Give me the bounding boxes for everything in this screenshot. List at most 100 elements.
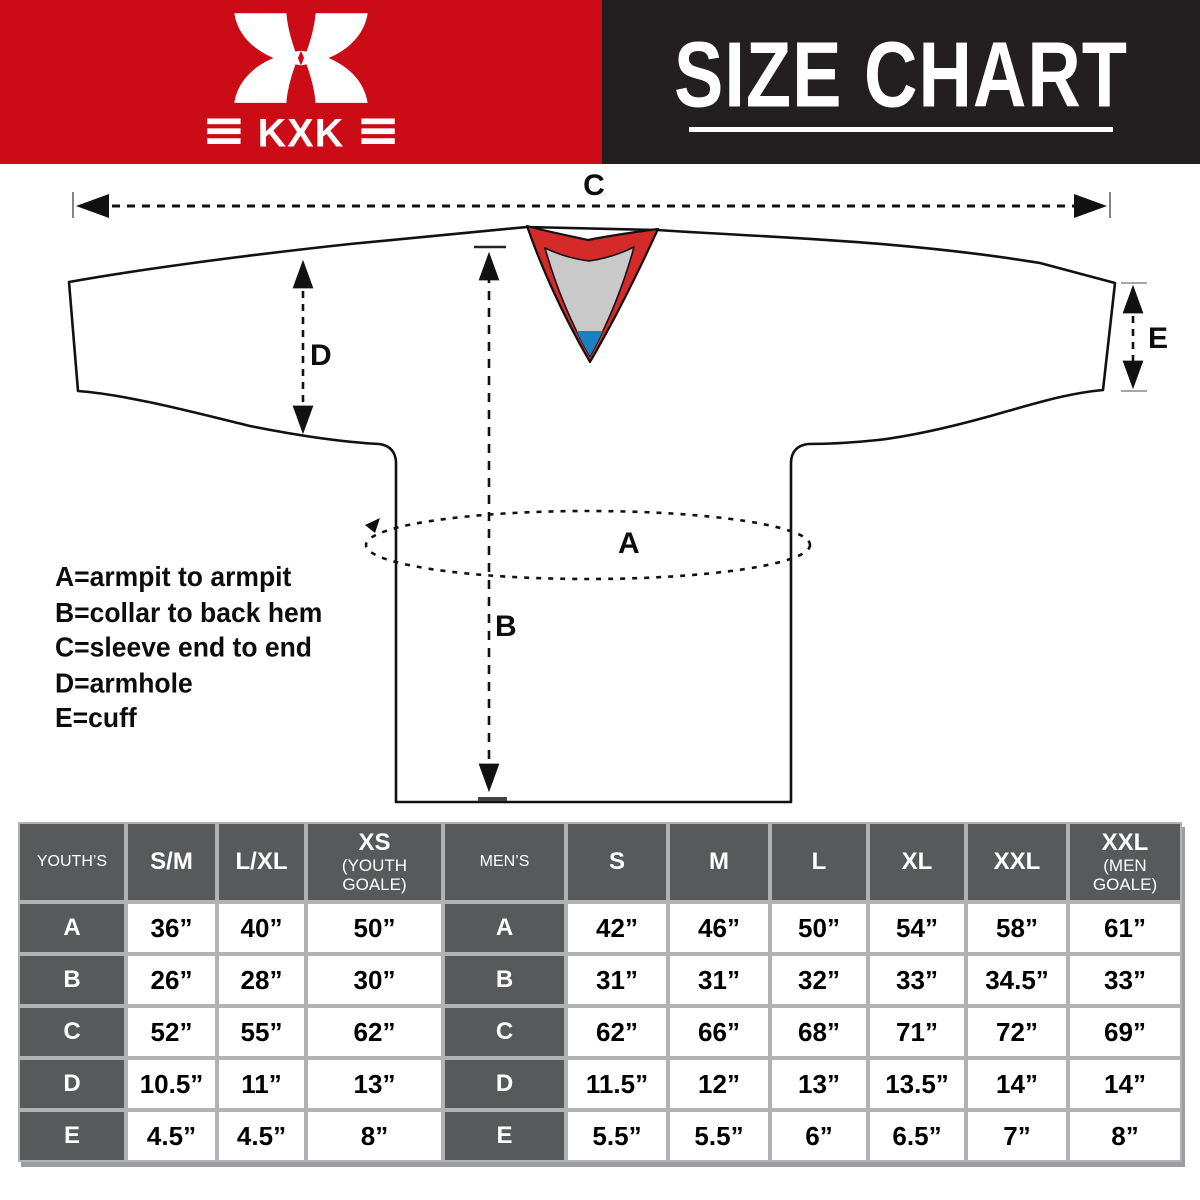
size-header-label: XL (901, 848, 933, 875)
measurement-legend: A=armpit to armpit B=collar to back hem … (55, 560, 322, 736)
legend-line-d: D=armhole (55, 666, 193, 699)
men-size-value: 54” (870, 904, 964, 952)
legend-line-c: C=sleeve end to end (55, 631, 312, 663)
men-size-value: 12” (670, 1060, 768, 1108)
logo-wordmark: KXK (258, 112, 345, 155)
men-size-header: XXL (968, 824, 1066, 900)
youth-row-label: C (20, 1008, 124, 1056)
youth-size-value: 40” (219, 904, 304, 952)
men-size-value: 69” (1070, 1008, 1180, 1056)
measure-label-a: A (618, 527, 640, 560)
size-header-label: S (608, 848, 625, 875)
men-size-value: 71” (870, 1008, 964, 1056)
men-size-value: 5.5” (568, 1112, 666, 1160)
measure-label-c: C (583, 169, 605, 202)
youth-row-label: D (20, 1060, 124, 1108)
youth-size-value: 50” (308, 904, 441, 952)
measure-label-d: D (310, 339, 332, 372)
youth-size-value: 26” (128, 956, 215, 1004)
men-row-label: B (445, 956, 564, 1004)
men-size-value: 33” (1070, 956, 1180, 1004)
men-size-value: 14” (1070, 1060, 1180, 1108)
youth-size-value: 10.5” (128, 1060, 215, 1108)
men-size-value: 50” (772, 904, 866, 952)
title-underline (689, 127, 1113, 132)
men-size-value: 5.5” (670, 1112, 768, 1160)
header-banner: KXK SIZE CHART (0, 0, 1200, 164)
youth-size-value: 28” (219, 956, 304, 1004)
size-header-label: M (709, 848, 729, 875)
youth-size-value: 11” (219, 1060, 304, 1108)
men-size-value: 32” (772, 956, 866, 1004)
men-row-label: A (445, 904, 564, 952)
men-size-value: 34.5” (968, 956, 1066, 1004)
size-header-label: XXL (1101, 829, 1149, 856)
youth-size-value: 30” (308, 956, 441, 1004)
men-size-value: 61” (1070, 904, 1180, 952)
measure-arrow-e: E (1121, 282, 1168, 392)
youth-size-header: XS (YOUTH GOALE) (308, 824, 441, 900)
youth-size-value: 36” (128, 904, 215, 952)
size-header-label: L/XL (235, 848, 288, 875)
logo-bars-left (207, 118, 241, 144)
measure-label-b: B (495, 610, 517, 643)
men-size-value: 66” (670, 1008, 768, 1056)
men-row-label: E (445, 1112, 564, 1160)
youth-size-value: 55” (219, 1008, 304, 1056)
jersey-measurement-diagram: C D B A (0, 164, 1200, 822)
men-size-value: 72” (968, 1008, 1066, 1056)
men-size-value: 14” (968, 1060, 1066, 1108)
legend-line-b: B=collar to back hem (55, 596, 323, 628)
men-size-value: 8” (1070, 1112, 1180, 1160)
measure-arrow-d: D (292, 259, 332, 435)
men-row-label: C (445, 1008, 564, 1056)
kxk-x-logo: KXK (207, 13, 395, 155)
youth-size-value: 62” (308, 1008, 441, 1056)
measure-label-e: E (1148, 322, 1168, 355)
brand-banner: KXK (0, 0, 602, 164)
men-size-value: 42” (568, 904, 666, 952)
size-header-sublabel: (YOUTH GOALE) (341, 856, 408, 894)
jersey-outline (67, 225, 1117, 804)
men-size-header: XXL (MEN GOALE) (1070, 824, 1180, 900)
men-size-value: 33” (870, 956, 964, 1004)
men-size-value: 13.5” (870, 1060, 964, 1108)
men-size-header: S (568, 824, 666, 900)
size-header-label: XXL (993, 848, 1041, 875)
page-title: SIZE CHART (674, 22, 1128, 127)
size-header-label: L (811, 848, 827, 875)
men-size-value: 6.5” (870, 1112, 964, 1160)
men-group-header: MEN’S (445, 824, 564, 900)
youth-size-value: 8” (308, 1112, 441, 1160)
men-size-value: 6” (772, 1112, 866, 1160)
measure-arrow-c: C (72, 169, 1111, 218)
men-size-value: 31” (670, 956, 768, 1004)
men-size-value: 58” (968, 904, 1066, 952)
men-size-value: 68” (772, 1008, 866, 1056)
jersey-diagram-svg: C D B A (67, 169, 1168, 804)
youth-row-label: A (20, 904, 124, 952)
youth-size-value: 52” (128, 1008, 215, 1056)
logo-bars-right (361, 118, 395, 144)
youth-size-value: 13” (308, 1060, 441, 1108)
youth-row-label: B (20, 956, 124, 1004)
men-size-value: 11.5” (568, 1060, 666, 1108)
men-size-value: 13” (772, 1060, 866, 1108)
men-size-value: 31” (568, 956, 666, 1004)
youth-size-value: 4.5” (219, 1112, 304, 1160)
men-size-header: XL (870, 824, 964, 900)
youth-size-header: L/XL (219, 824, 304, 900)
youth-row-label: E (20, 1112, 124, 1160)
size-header-label: XS (358, 829, 391, 856)
men-size-header: L (772, 824, 866, 900)
measure-ellipse-a: A (364, 509, 812, 581)
youth-size-header: S/M (128, 824, 215, 900)
title-banner: SIZE CHART (602, 0, 1200, 164)
size-header-label: S/M (150, 848, 193, 875)
legend-line-e: E=cuff (55, 701, 137, 734)
men-size-header: M (670, 824, 768, 900)
legend-line-a: A=armpit to armpit (55, 561, 292, 593)
men-row-label: D (445, 1060, 564, 1108)
youth-size-value: 4.5” (128, 1112, 215, 1160)
men-size-value: 62” (568, 1008, 666, 1056)
